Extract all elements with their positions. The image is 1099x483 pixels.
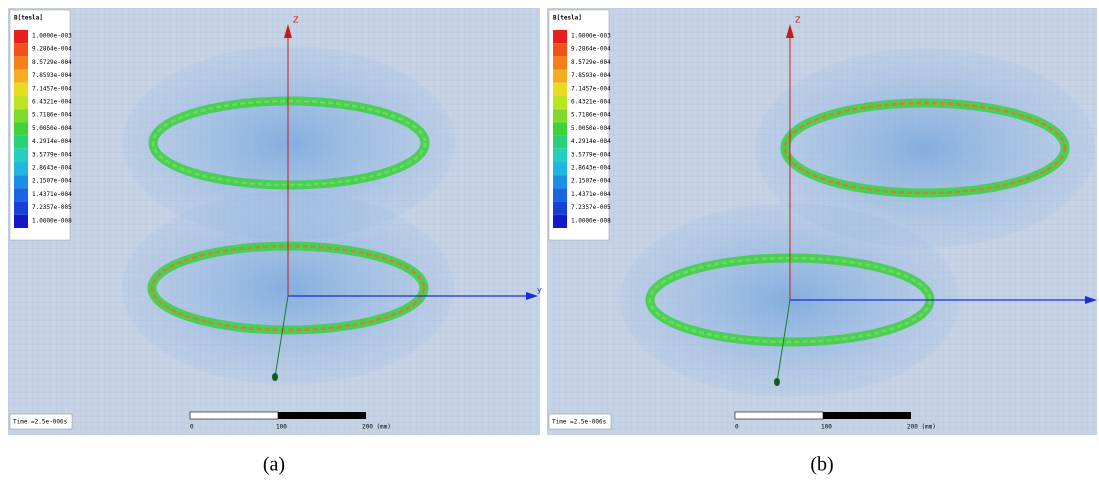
legend-label: 9.2864e-004 [571,46,611,53]
legend-label: 8.5729e-004 [32,59,72,66]
legend-label: 5.7186e-004 [32,112,72,119]
legend-swatch [553,43,567,56]
legend-label: 5.0050e-004 [32,125,72,132]
legend-swatch [14,202,28,215]
scale-label: 100 [276,424,287,431]
y-axis-label: y [537,286,542,295]
legend-swatch [14,175,28,188]
legend-swatch [553,30,567,43]
figure: Zy B[tesla] 1.0000e-003 9.2864e-004 8.5729e-… [0,0,1099,483]
panel: Zy B[tesla] 1.0000e-003 9.2864e-004 8.5729e-… [8,8,542,435]
caption: (a) [263,454,285,476]
time-label: Time =2.5e-006s [552,419,607,426]
scale-black [278,412,366,419]
legend-swatch [14,149,28,162]
legend-label: 5.0050e-004 [571,125,611,132]
legend-swatch [14,96,28,109]
legend-swatch [553,175,567,188]
legend-swatch [14,162,28,175]
legend-label: 5.7186e-004 [571,112,611,119]
z-axis-label: Z [795,16,801,25]
legend-swatch [14,83,28,96]
legend-label: 6.4321e-004 [32,99,72,106]
legend-swatch [14,188,28,201]
legend-swatch [553,83,567,96]
legend-swatch [553,109,567,122]
scale-label: 0 [190,424,194,431]
legend-label: 7.2357e-005 [571,204,611,211]
legend-swatch [553,188,567,201]
legend-label: 6.4321e-004 [571,99,611,106]
legend-label: 9.2864e-004 [32,46,72,53]
scale-label: 200 (mm) [907,424,936,431]
legend-swatch [553,136,567,149]
legend-title: B[tesla] [553,15,582,22]
legend-label: 1.0000e-003 [32,33,72,40]
legend-swatch [14,30,28,43]
legend-swatch [14,70,28,83]
legend-label: 1.0000e-003 [571,33,611,40]
legend-swatch [553,215,567,228]
legend-swatch [553,202,567,215]
scale-white [735,412,823,419]
legend-title: B[tesla] [14,15,43,22]
legend-label: 1.4371e-004 [571,191,611,198]
panel: Z B[tesla] 1.0000e-003 9.2864e-004 8.5729e-0… [547,8,1097,435]
z-axis-label: Z [293,16,299,25]
legend-label: 7.1457e-004 [32,85,72,92]
legend-label: 8.5729e-004 [571,59,611,66]
legend-swatch [553,122,567,135]
legend-label: 7.2357e-005 [32,204,72,211]
legend-label: 2.8643e-004 [32,165,72,172]
legend-swatch [14,43,28,56]
scale-white [190,412,278,419]
legend-label: 4.2914e-004 [571,138,611,145]
legend-swatch [14,109,28,122]
legend-swatch [14,56,28,69]
scale-label: 200 (mm) [362,424,391,431]
legend-label: 1.4371e-004 [32,191,72,198]
legend-label: 2.1507e-004 [32,178,72,185]
legend-swatch [14,136,28,149]
legend-swatch [553,149,567,162]
legend-label: 2.8643e-004 [571,165,611,172]
legend-label: 1.0000e-008 [32,217,72,224]
legend-label: 2.1507e-004 [571,178,611,185]
legend-swatch [14,122,28,135]
legend-swatch [553,56,567,69]
legend-label: 7.8593e-004 [571,72,611,79]
legend-label: 7.1457e-004 [571,85,611,92]
legend-label: 7.8593e-004 [32,72,72,79]
legend-swatch [14,215,28,228]
scale-black [823,412,911,419]
legend-swatch [553,96,567,109]
legend-label: 4.2914e-004 [32,138,72,145]
time-label: Time =2.5e-006s [13,419,68,426]
page: Zy B[tesla] 1.0000e-003 9.2864e-004 8.5729e-… [0,0,1099,483]
legend-label: 1.0000e-008 [571,217,611,224]
legend-label: 3.5779e-004 [32,151,72,158]
x-axis-end [272,373,278,381]
caption: (b) [810,454,833,476]
x-axis-end [774,378,780,386]
legend-swatch [553,162,567,175]
scale-label: 100 [821,424,832,431]
scale-label: 0 [735,424,739,431]
legend-label: 3.5779e-004 [571,151,611,158]
legend-swatch [553,70,567,83]
